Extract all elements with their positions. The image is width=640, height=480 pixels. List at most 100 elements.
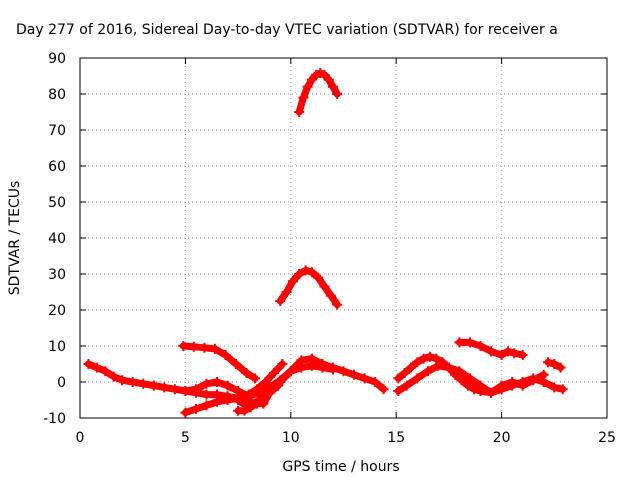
data-point [83,359,94,369]
data-point [302,81,313,92]
data-point [327,362,338,373]
data-point [100,366,111,377]
data-point [412,373,423,384]
data-point [462,380,473,391]
data-point [422,366,433,377]
data-point [273,380,284,391]
data-point [359,373,370,384]
data-point [370,377,381,387]
data-point [258,398,269,409]
x-tick-label: 10 [282,430,300,446]
data-point [212,377,223,387]
data-point [502,346,513,357]
data-point [249,373,260,384]
series-4 [542,357,566,373]
data-point [509,348,520,359]
data-points [83,68,568,418]
x-axis-label: GPS time / hours [282,459,399,475]
data-point [555,362,566,373]
data-point [399,368,410,378]
data-point [117,375,128,386]
series-3 [454,337,528,360]
data-point [424,351,435,362]
series-2 [178,341,260,384]
x-tick-label: 0 [76,430,85,446]
data-point [199,342,210,353]
data-point [319,281,330,292]
series-9 [233,380,284,416]
data-point [469,384,480,395]
data-point [464,373,475,384]
data-point [294,269,305,279]
x-tick-label: 20 [493,430,511,446]
data-point [349,369,360,380]
data-point [275,296,286,306]
data-point [201,389,212,400]
data-point [401,380,412,391]
data-point [159,382,170,393]
x-tick-label: 25 [598,430,616,446]
chart-title: Day 277 of 2016, Sidereal Day-to-day VTE… [16,22,558,38]
data-point [287,276,298,287]
data-point [393,386,404,396]
y-tick-label: 60 [48,159,66,175]
data-point [317,359,328,369]
data-point [298,92,309,103]
data-point [281,287,292,297]
data-point [313,272,324,283]
data-point [138,378,149,389]
series-1 [275,265,343,310]
data-point [454,366,465,377]
data-point [431,353,442,364]
data-point [230,359,241,369]
data-point [277,359,288,369]
y-tick-label: 0 [57,375,66,391]
data-point [538,369,549,380]
data-point [306,353,317,364]
data-point [496,380,507,391]
data-point [243,389,254,400]
y-axis-label: SDTVAR / TECUs [7,181,23,296]
data-point [517,380,528,391]
y-tick-label: 50 [48,195,66,211]
data-point [260,377,271,387]
data-point [542,357,553,368]
y-tick-label: 80 [48,87,66,103]
data-point [475,380,486,391]
data-point [327,81,338,92]
data-point [201,378,212,389]
data-point [486,346,497,357]
data-point [241,368,252,378]
data-point [222,380,233,391]
data-point [188,341,199,352]
y-tick-label: 20 [48,303,66,319]
y-tick-label: 30 [48,267,66,283]
y-tick-label: 10 [48,339,66,355]
data-point [264,387,275,398]
data-point [475,341,486,351]
data-point [557,384,568,395]
data-point [294,107,305,117]
data-point [212,396,223,407]
data-point [433,360,444,371]
series-11 [393,360,549,398]
data-point [169,384,180,395]
data-point [378,384,389,395]
data-point [190,384,201,395]
data-point [393,373,404,384]
data-point [252,384,263,395]
data-point [412,357,423,368]
data-point [405,362,416,373]
data-point [239,405,250,416]
data-point [507,377,518,387]
data-point [517,350,528,360]
data-point [220,350,231,360]
data-point [245,402,256,413]
data-point [332,299,343,310]
y-tick-label: -10 [43,411,66,427]
data-point [528,375,539,386]
data-point [268,368,279,378]
data-point [127,377,138,387]
